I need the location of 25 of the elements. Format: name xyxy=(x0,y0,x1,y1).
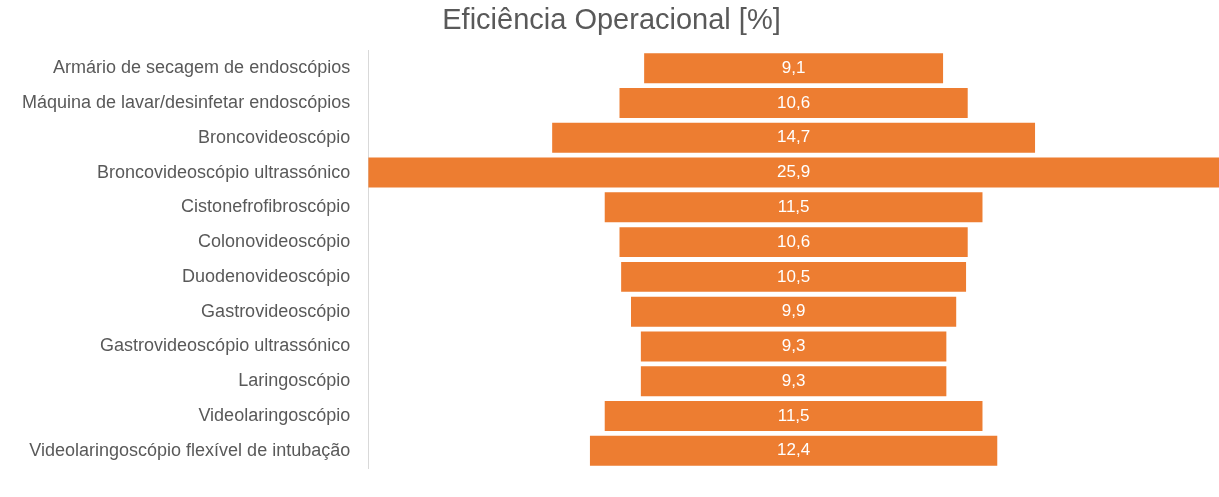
data-label: 11,5 xyxy=(777,405,810,425)
data-label: 10,6 xyxy=(777,92,811,112)
category-label: Videolaringoscópio flexível de intubação xyxy=(29,439,351,460)
text: Eficiência Operacional [%] xyxy=(442,3,781,36)
category-label: Laringoscópio xyxy=(238,370,351,391)
category-label: Gastrovideoscópio ultrassónico xyxy=(100,335,351,356)
category-label: Gastrovideoscópio xyxy=(201,300,351,321)
data-label: 11,5 xyxy=(777,197,810,217)
data-label: 9,1 xyxy=(781,57,806,77)
data-label: 10,5 xyxy=(777,266,811,286)
category-label: Colonovideoscópio xyxy=(198,231,351,252)
category-label: Broncovideoscópio ultrassónico xyxy=(97,161,351,182)
data-label: 9,3 xyxy=(781,370,806,390)
data-label: 25,9 xyxy=(777,162,811,182)
data-label: 9,9 xyxy=(781,301,806,321)
category-label: Armário de secagem de endoscópios xyxy=(53,57,351,78)
data-label: 12,4 xyxy=(777,440,811,460)
category-label: Cistonefrofibroscópio xyxy=(181,196,351,217)
data-label: 10,6 xyxy=(777,231,811,251)
data-label: 9,3 xyxy=(781,336,806,356)
data-label: 14,7 xyxy=(777,127,811,147)
category-label: Duodenovideoscópio xyxy=(182,265,351,286)
category-label: Broncovideoscópio xyxy=(198,126,351,147)
category-label: Videolaringoscópio xyxy=(198,404,351,425)
category-label: Máquina de lavar/desinfetar endoscópios xyxy=(21,91,351,112)
